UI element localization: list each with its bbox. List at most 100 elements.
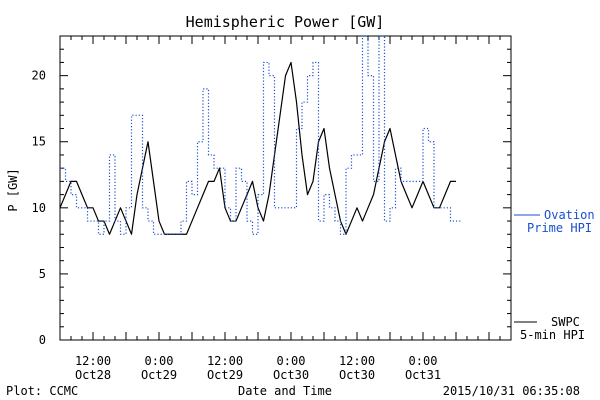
swpc-point	[241, 207, 242, 208]
ovation-point	[147, 220, 148, 221]
x-tick-time-label: 0:00	[145, 354, 174, 368]
ovation-point	[378, 35, 379, 36]
swpc-point	[323, 128, 324, 129]
ovation-point	[433, 207, 434, 208]
ovation-point	[92, 220, 93, 221]
ovation-point	[307, 75, 308, 76]
ovation-point	[279, 207, 280, 208]
swpc-point	[367, 207, 368, 208]
swpc-point	[301, 154, 302, 155]
swpc-point	[246, 194, 247, 195]
plot-credit: Plot: CCMC	[6, 384, 78, 398]
swpc-point	[362, 220, 363, 221]
ovation-point	[70, 194, 71, 195]
ovation-point	[312, 62, 313, 63]
ovation-point	[351, 154, 352, 155]
legend-swpc-label: SWPC	[551, 315, 580, 329]
ovation-point	[362, 35, 363, 36]
x-tick-time-label: 0:00	[409, 354, 438, 368]
swpc-point	[378, 168, 379, 169]
ovation-point	[158, 234, 159, 235]
ovation-point	[318, 220, 319, 221]
ovation-point	[76, 207, 77, 208]
swpc-point	[197, 207, 198, 208]
swpc-point	[444, 194, 445, 195]
chart-title: Hemispheric Power [GW]	[186, 13, 385, 31]
x-tick-day-label: Oct31	[405, 368, 441, 382]
ovation-point	[323, 194, 324, 195]
swpc-point	[312, 181, 313, 182]
swpc-point	[208, 181, 209, 182]
x-axis-label: Date and Time	[238, 384, 332, 398]
y-axis-label: P [GW]	[6, 168, 20, 211]
y-tick-label: 15	[32, 135, 46, 149]
swpc-point	[417, 194, 418, 195]
ovation-point	[153, 234, 154, 235]
ovation-point	[59, 168, 60, 169]
swpc-point	[131, 234, 132, 235]
swpc-point	[389, 128, 390, 129]
series-ovation-line	[60, 35, 462, 235]
series-swpc-line	[59, 61, 456, 235]
swpc-point	[351, 220, 352, 221]
swpc-point	[81, 194, 82, 195]
ovation-point	[125, 207, 126, 208]
ovation-point	[334, 220, 335, 221]
swpc-point	[296, 101, 297, 102]
ovation-point	[131, 115, 132, 116]
ovation-point	[197, 141, 198, 142]
ovation-point	[389, 207, 390, 208]
ovation-point	[439, 207, 440, 208]
swpc-point	[268, 194, 269, 195]
y-tick-label: 5	[39, 267, 46, 281]
ovation-point	[81, 207, 82, 208]
ovation-point	[252, 234, 253, 235]
legend-ovation-sublabel: Prime HPI	[527, 221, 592, 235]
swpc-point	[65, 194, 66, 195]
swpc-point	[191, 220, 192, 221]
swpc-point	[334, 194, 335, 195]
swpc-point	[279, 115, 280, 116]
ovation-point	[356, 154, 357, 155]
swpc-point	[98, 220, 99, 221]
ovation-point	[296, 128, 297, 129]
x-tick-time-label: 12:00	[207, 354, 243, 368]
x-tick-time-label: 12:00	[339, 354, 375, 368]
ovation-point	[142, 207, 143, 208]
y-tick-label: 10	[32, 201, 46, 215]
ovation-point	[241, 181, 242, 182]
swpc-point	[158, 220, 159, 221]
ovation-point	[263, 62, 264, 63]
swpc-point	[142, 168, 143, 169]
swpc-point	[263, 220, 264, 221]
ovation-point	[65, 181, 66, 182]
swpc-point	[252, 181, 253, 182]
swpc-point	[411, 207, 412, 208]
legend: Ovation Prime HPI SWPC 5-min HPI	[514, 208, 595, 342]
plot-timestamp: 2015/10/31 06:35:08	[443, 384, 580, 398]
swpc-point	[329, 168, 330, 169]
ovation-point	[164, 234, 165, 235]
ovation-point	[422, 128, 423, 129]
swpc-point	[59, 207, 60, 208]
legend-ovation-label: Ovation	[544, 208, 595, 222]
swpc-point	[373, 194, 374, 195]
ovation-point	[224, 207, 225, 208]
ovation-point	[428, 141, 429, 142]
ovation-point	[285, 207, 286, 208]
x-tick-day-label: Oct29	[141, 368, 177, 382]
ovation-point	[268, 75, 269, 76]
swpc-point	[450, 181, 451, 182]
ovation-point	[186, 181, 187, 182]
swpc-point	[213, 181, 214, 182]
plot-frame	[59, 35, 512, 341]
ovation-point	[400, 181, 401, 182]
ovation-point	[345, 168, 346, 169]
ovation-point	[290, 207, 291, 208]
swpc-point	[153, 181, 154, 182]
ovation-point	[103, 220, 104, 221]
ovation-point	[406, 181, 407, 182]
ovation-point	[98, 234, 99, 235]
swpc-point	[285, 75, 286, 76]
